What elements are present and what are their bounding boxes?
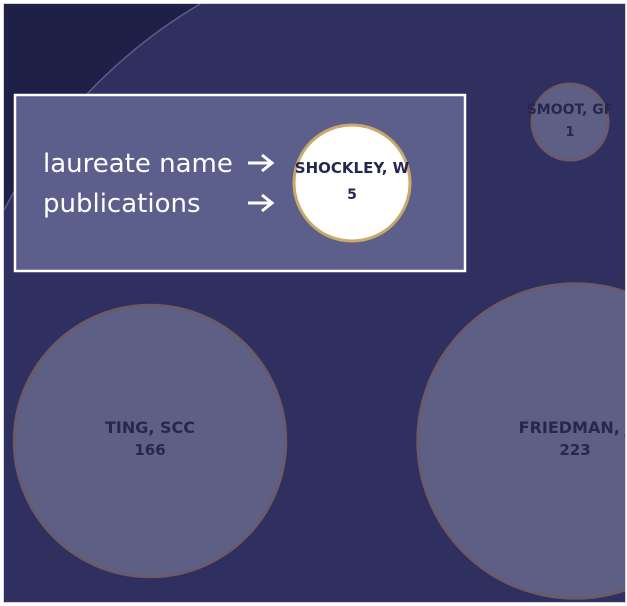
bubble-circle — [530, 82, 610, 162]
legend: laureate name publications SHOCKLEY, W 5 — [13, 93, 467, 273]
legend-example-bubble — [292, 123, 412, 243]
bubbles-layer: SMOOT, GF 1 TING, SCC 166 FRIEDMAN, J 223 — [12, 82, 627, 600]
legend-count-label: publications — [43, 189, 201, 219]
corner-shade — [4, 4, 200, 210]
bubble-count-label: 166 — [134, 441, 165, 459]
chart-border — [3, 3, 626, 603]
bubble-name-label: FRIEDMAN, J — [519, 418, 627, 437]
bubble-circle — [12, 303, 288, 579]
arrow-to-name-icon — [248, 153, 275, 173]
bubble: FRIEDMAN, J 223 — [416, 282, 627, 600]
bubble-count-label: 223 — [559, 441, 590, 459]
legend-example-count: 5 — [347, 187, 357, 203]
bubble-circle — [416, 282, 625, 600]
bubble-name-label: SMOOT, GF — [527, 102, 614, 118]
legend-name-label: laureate name — [43, 149, 233, 179]
bubble: SMOOT, GF 1 — [527, 82, 614, 162]
legend-example-name: SHOCKLEY, W — [295, 159, 410, 177]
bubble: TING, SCC 166 — [12, 303, 288, 579]
arrow-to-count-icon — [248, 193, 275, 213]
bubble-count-label: 1 — [565, 125, 574, 140]
bubble-name-label: TING, SCC — [105, 418, 195, 437]
